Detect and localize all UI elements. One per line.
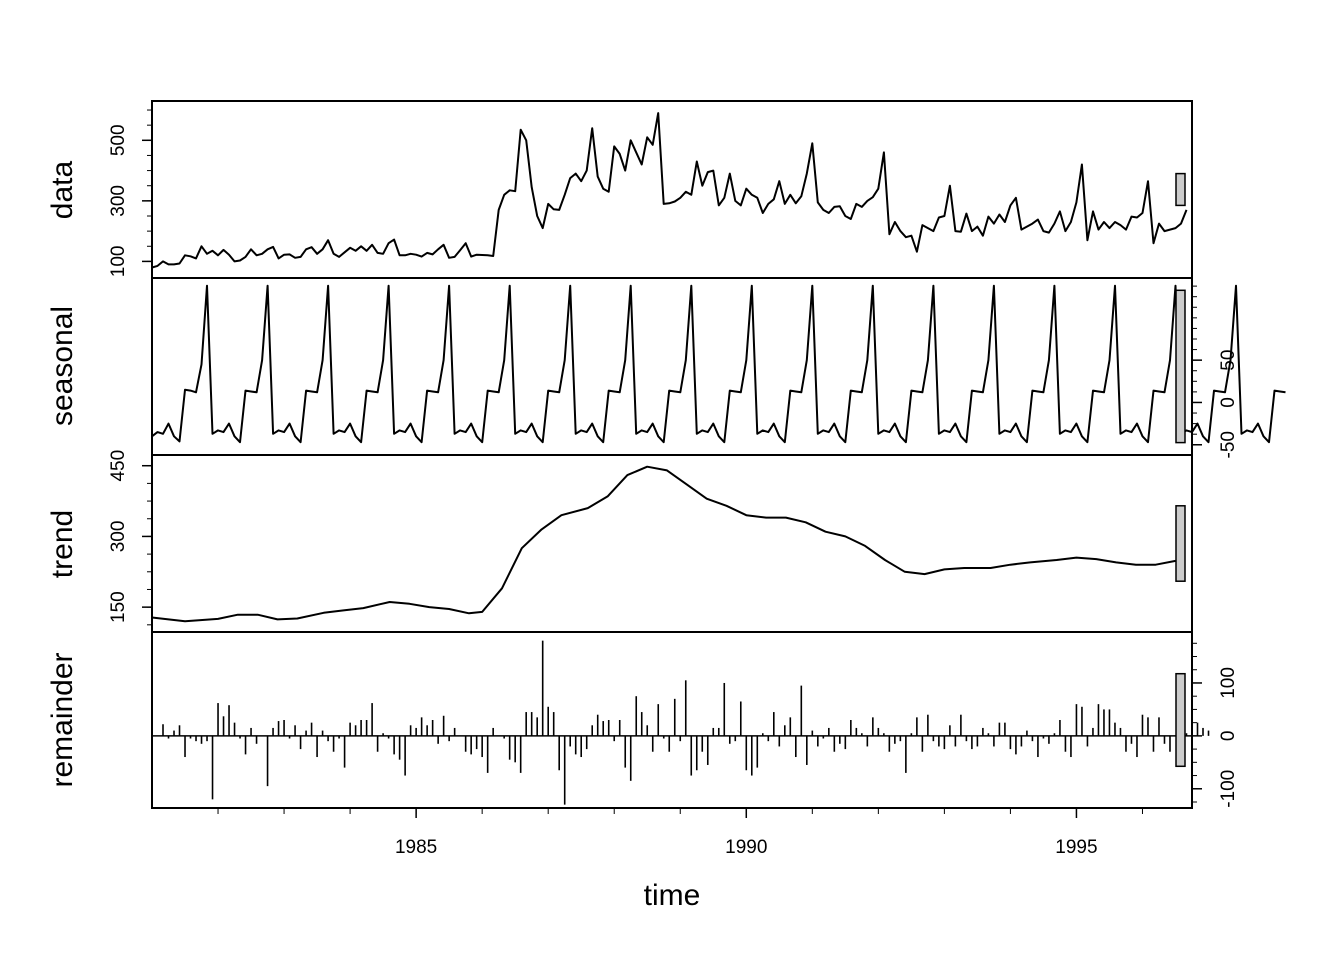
panel-frame-data: [151, 100, 1193, 279]
y-tick-label: 500: [108, 124, 129, 156]
y-tick-label: 0: [1218, 731, 1239, 742]
scale-bar-data: [1175, 172, 1186, 207]
panel-seasonal: -50 0 50: [151, 277, 1286, 459]
panel-trend: 150 300 450: [108, 450, 1193, 633]
y-tick-label: -100: [1218, 770, 1239, 808]
panel-data: 100 300 500: [108, 100, 1193, 279]
y-tick-label: 100: [108, 246, 129, 278]
panel-label-data: data: [46, 160, 79, 219]
x-tick-label: 1995: [1055, 837, 1097, 858]
series-line-trend: [151, 465, 1176, 623]
panel-frame-seasonal: [151, 277, 1193, 456]
series-line-seasonal: [151, 284, 1286, 444]
panel-remainder: -100 0 100: [151, 631, 1239, 809]
x-tick-group: 1985 1990 1995: [217, 808, 1143, 858]
y-tick-label: 300: [108, 185, 129, 217]
panel-label-seasonal: seasonal: [46, 306, 79, 426]
series-line-data: [151, 112, 1188, 269]
y-tick-label: 50: [1218, 350, 1239, 371]
scale-bar-trend: [1175, 505, 1186, 582]
x-tick-label: 1990: [725, 837, 767, 858]
x-tick-label: 1985: [395, 837, 437, 858]
x-axis: 1985 1990 1995 time: [217, 808, 1143, 912]
panel-label-trend: trend: [46, 510, 79, 578]
panel-frame-trend: [151, 454, 1193, 633]
y-tick-label: 0: [1218, 397, 1239, 408]
y-tick-label: 150: [108, 591, 129, 623]
y-tick-label: -50: [1218, 431, 1239, 458]
x-axis-title: time: [644, 879, 701, 912]
panel-frame-remainder: [151, 631, 1193, 809]
y-tick-label: 100: [1218, 667, 1239, 699]
panel-label-remainder: remainder: [46, 652, 79, 787]
y-tick-label: 450: [108, 450, 129, 482]
scale-bar-seasonal: [1175, 289, 1186, 444]
scale-bar-remainder: [1175, 672, 1186, 768]
y-tick-label: 300: [108, 521, 129, 553]
